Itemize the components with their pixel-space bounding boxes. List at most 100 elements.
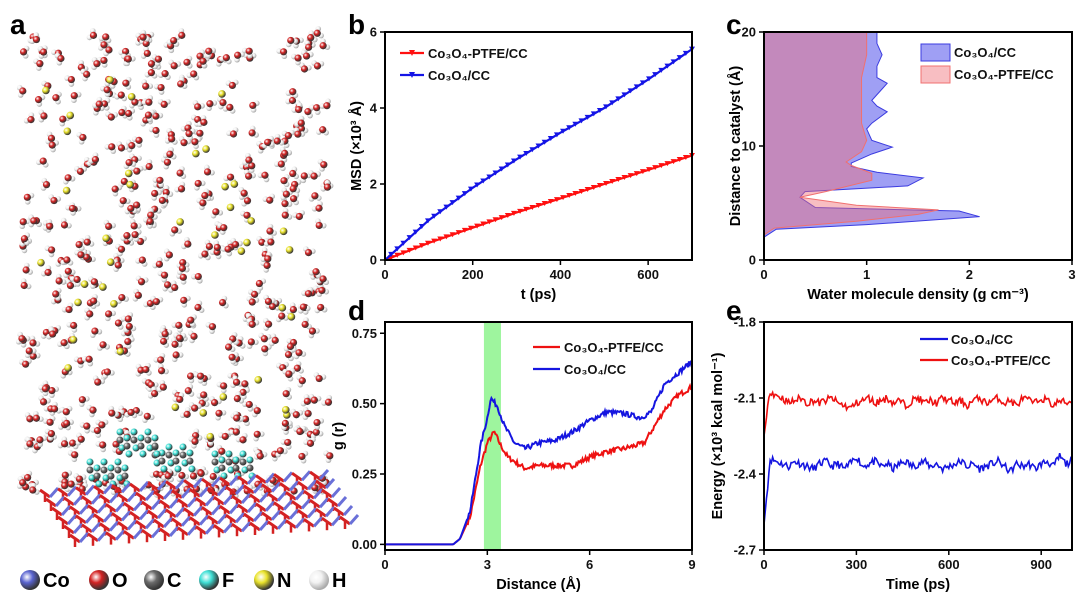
oxygen-atom (313, 62, 322, 70)
water-molecule (83, 234, 95, 247)
water-molecule (124, 55, 136, 67)
oxygen-atom (177, 80, 185, 88)
oxygen-atom (98, 421, 106, 429)
water-molecule (105, 310, 116, 322)
water-molecule (176, 166, 187, 179)
oxygen-atom (317, 303, 325, 312)
bond (264, 472, 276, 484)
water-molecule (315, 218, 327, 230)
water-molecule (248, 125, 259, 138)
data-point-marker (646, 76, 653, 82)
water-molecule (143, 217, 154, 229)
oxygen-atom (209, 472, 217, 481)
bond (84, 512, 96, 524)
fluorine-atom (225, 450, 233, 458)
water-molecule (153, 352, 166, 364)
water-molecule (176, 273, 187, 285)
water-molecule (70, 91, 82, 103)
water-molecule (168, 280, 179, 293)
oxygen-atom (313, 104, 321, 112)
oxygen-atom (304, 290, 313, 298)
y-tick-label: 2 (370, 177, 377, 192)
oxygen-atom (127, 408, 135, 417)
oxygen-atom (61, 471, 69, 479)
data-point-marker (584, 114, 591, 120)
water-molecule (192, 100, 205, 111)
data-point-marker (449, 232, 456, 238)
oxygen-atom (49, 330, 57, 338)
water-molecule (313, 26, 324, 39)
oxygen-atom (192, 432, 200, 440)
y-tick-label: 0.25 (352, 467, 377, 482)
water-molecule (69, 275, 81, 287)
water-molecule (124, 336, 135, 349)
fluorine-atom (144, 428, 152, 436)
data-point-marker (480, 221, 487, 227)
water-molecule (86, 28, 98, 41)
oxygen-atom (27, 116, 35, 124)
bond (72, 523, 84, 534)
bond (144, 490, 156, 501)
water-molecule (217, 222, 228, 235)
carbon-atom (151, 442, 159, 450)
water-molecule (260, 260, 271, 273)
carbon-atom (218, 464, 226, 472)
oxygen-atom (197, 469, 205, 478)
oxygen-atom (251, 290, 259, 298)
water-molecule (20, 278, 32, 290)
oxygen-atom (156, 176, 164, 184)
x-tick-label: 400 (550, 267, 572, 282)
data-point-marker (541, 139, 548, 145)
water-molecule (196, 115, 208, 128)
water-molecule (274, 160, 286, 172)
bond (252, 511, 264, 522)
bond (180, 487, 192, 499)
bond (192, 505, 204, 517)
oxygen-atom (39, 398, 48, 406)
water-molecule (317, 158, 328, 172)
bond (144, 518, 156, 530)
nitrogen-atom (247, 217, 256, 225)
atom-legend: Co O C F N H (20, 570, 346, 592)
oxygen-atom (76, 167, 85, 176)
water-molecule (73, 473, 87, 483)
water-molecule (171, 351, 184, 363)
water-molecule (132, 288, 142, 302)
oxygen-atom (315, 374, 323, 383)
carbon-atom (186, 457, 194, 465)
data-point-marker (498, 215, 505, 221)
oxygen-atom (161, 330, 169, 338)
bond (138, 481, 150, 492)
oxygen-atom (34, 96, 43, 104)
bond (276, 518, 288, 530)
bond (288, 508, 300, 520)
water-molecule (152, 257, 164, 269)
oxygen-atom (239, 388, 247, 396)
water-molecule (197, 250, 211, 261)
oxygen-atom (170, 62, 178, 70)
water-molecule (292, 210, 305, 221)
bond (174, 478, 186, 490)
oxygen-atom (245, 47, 253, 55)
water-molecule (52, 287, 62, 301)
legend-swatch (920, 65, 951, 84)
oxygen-atom (19, 218, 27, 226)
bond (252, 482, 264, 494)
water-molecule (301, 286, 314, 298)
nitrogen-atom (285, 246, 294, 254)
nitrogen-atom (219, 393, 228, 401)
x-tick-label: 200 (462, 267, 484, 282)
nitrogen-atom (287, 313, 296, 321)
water-molecule (293, 361, 304, 374)
carbon-atom (114, 466, 122, 474)
water-molecule (84, 307, 94, 321)
y-tick-label: 0.50 (352, 396, 377, 411)
oxygen-atom (142, 82, 150, 90)
water-molecule (123, 159, 137, 170)
oxygen-atom (176, 395, 184, 404)
ptfe-chain (86, 458, 131, 488)
oxygen-atom (310, 396, 318, 404)
data-point-marker (480, 178, 487, 184)
oxygen-atom (177, 185, 186, 193)
oxygen-atom (171, 226, 179, 234)
